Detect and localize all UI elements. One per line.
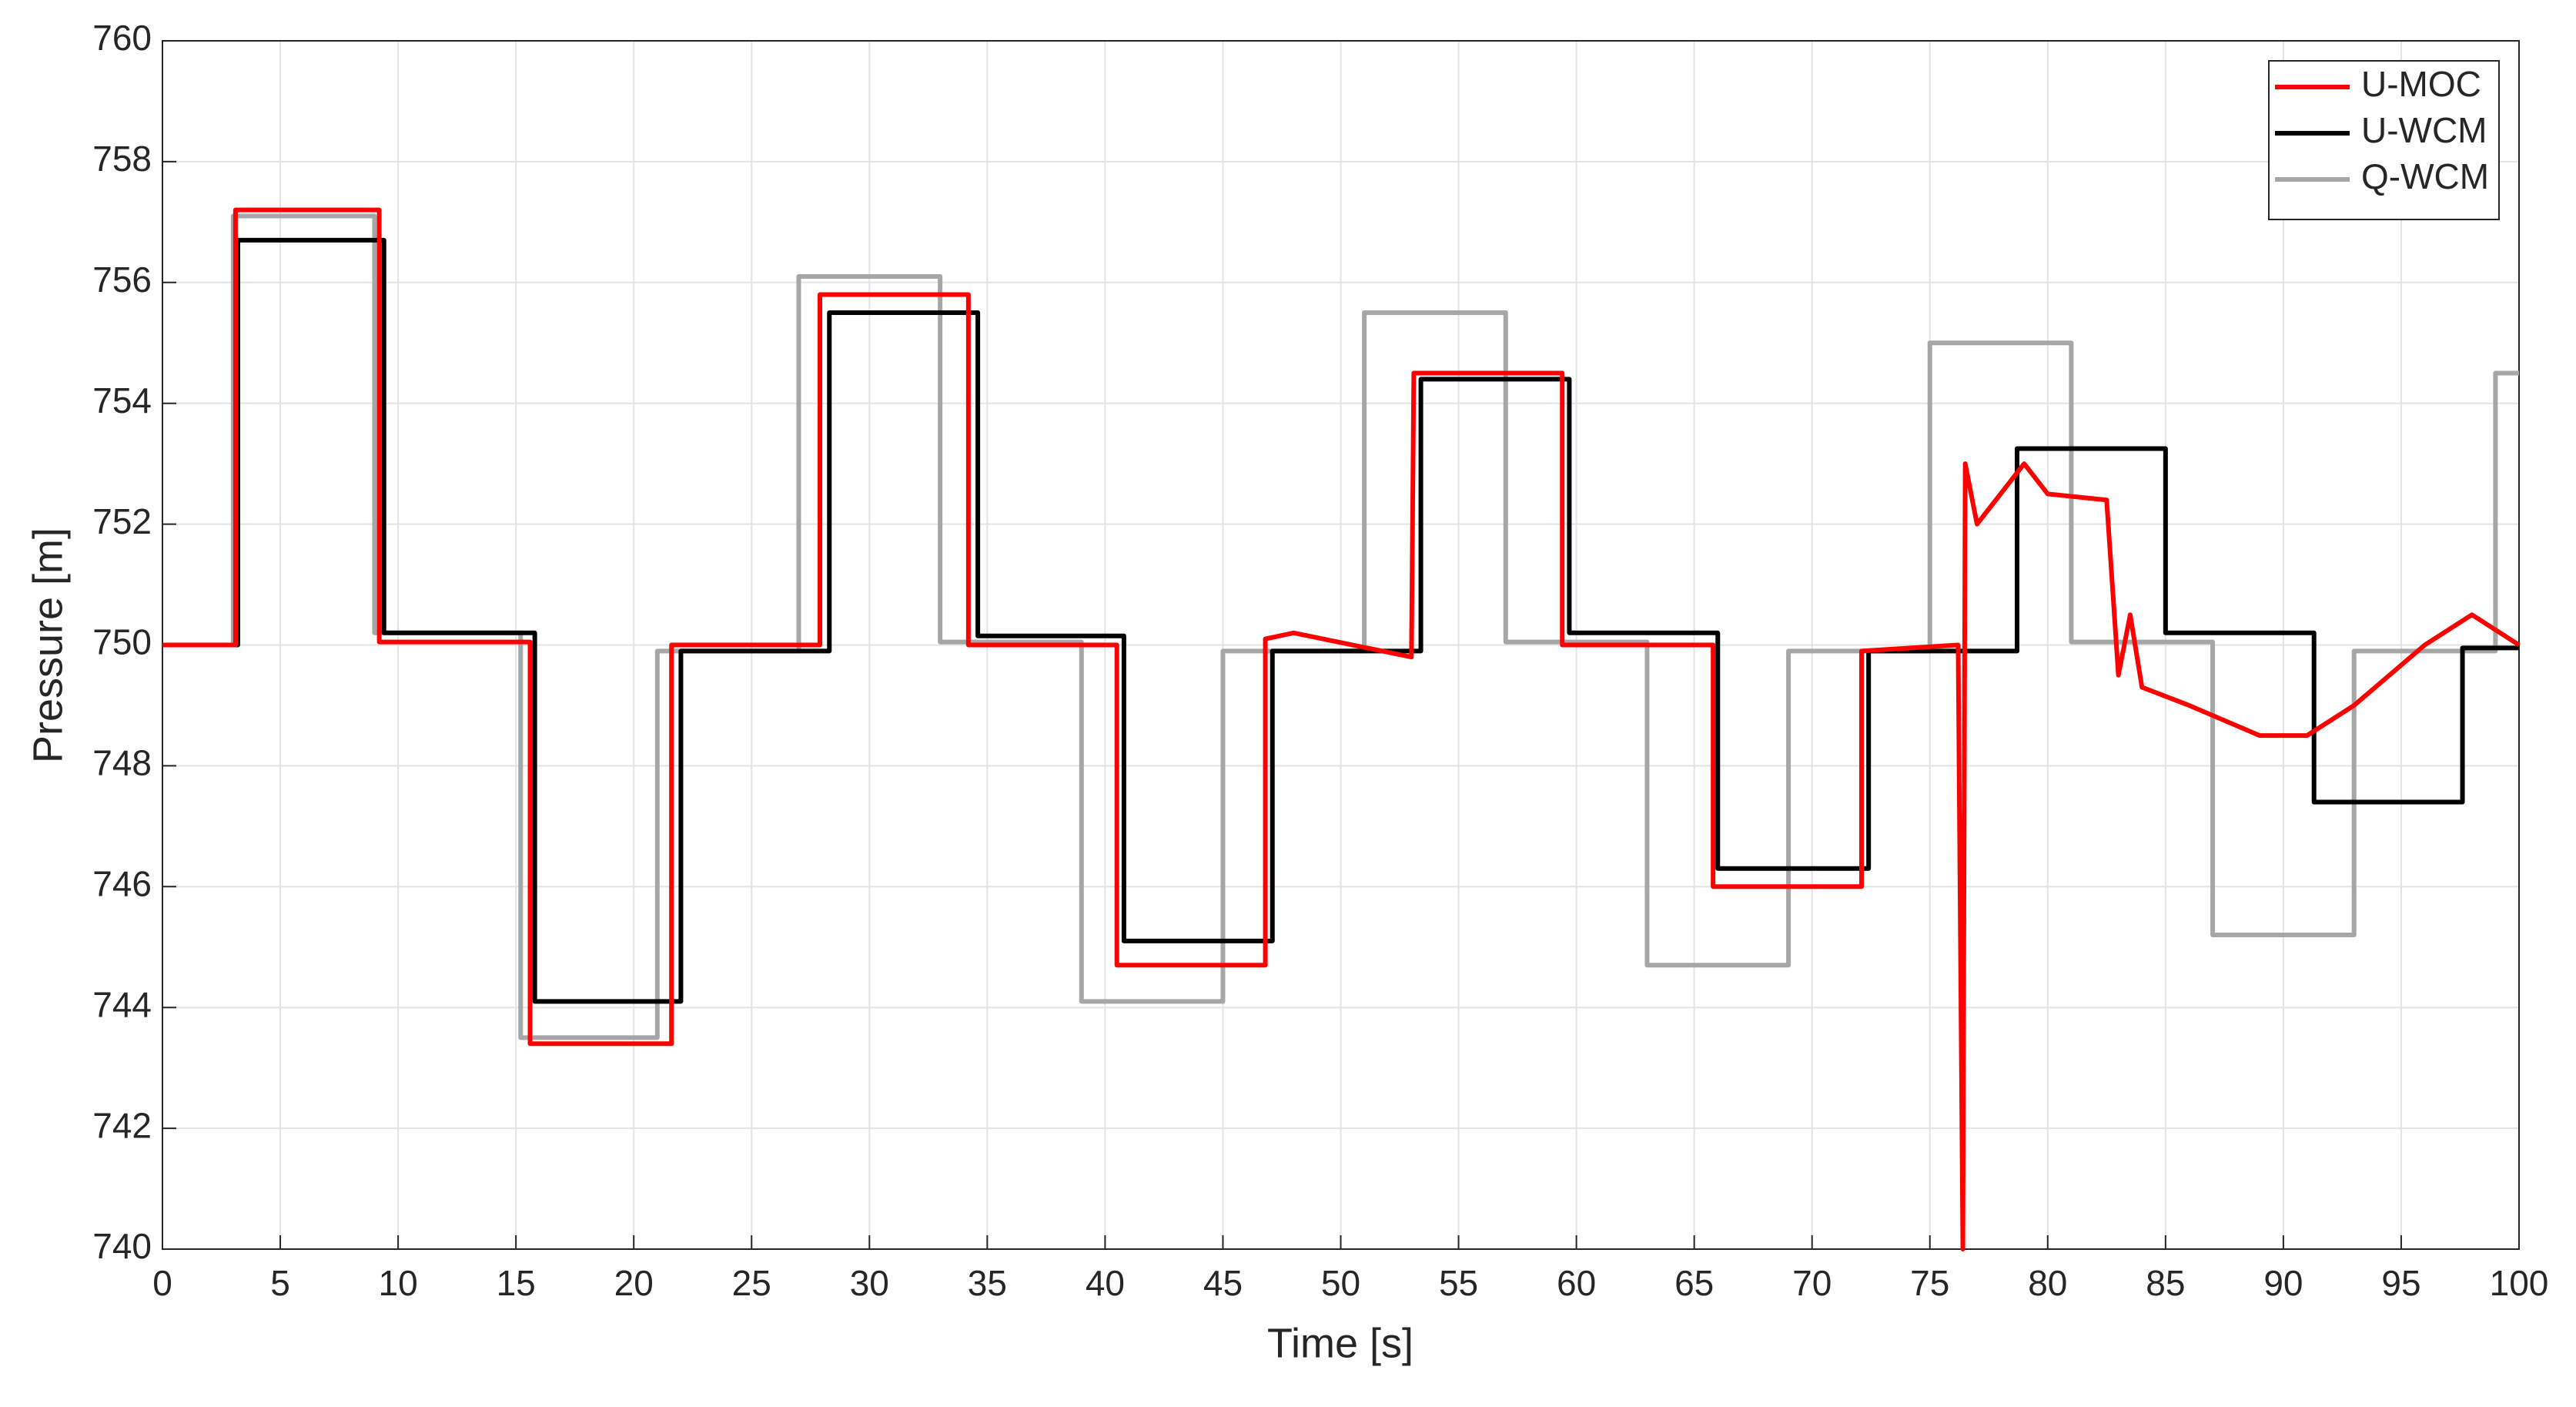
x-tick-label: 95	[2381, 1263, 2420, 1303]
x-tick-label: 35	[968, 1263, 1007, 1303]
series-line	[162, 207, 2521, 1251]
x-tick-label: 45	[1203, 1263, 1243, 1303]
x-tick-label: 50	[1321, 1263, 1360, 1303]
y-tick-label: 740	[92, 1226, 152, 1266]
series-line	[162, 237, 2519, 1004]
x-axis-label: Time [s]	[1267, 1320, 1413, 1366]
y-tick-label: 756	[92, 260, 152, 300]
y-axis-label: Pressure [m]	[25, 528, 71, 763]
y-tick-label: 760	[92, 18, 152, 58]
y-tick-label: 748	[92, 743, 152, 783]
x-tick-label: 15	[497, 1263, 536, 1303]
x-tick-label: 90	[2263, 1263, 2303, 1303]
x-tick-label: 5	[270, 1263, 290, 1303]
x-tick-label: 65	[1674, 1263, 1714, 1303]
x-tick-label: 25	[732, 1263, 771, 1303]
x-tick-label: 10	[379, 1263, 418, 1303]
x-tick-label: 40	[1086, 1263, 1125, 1303]
x-tick-label: 80	[2028, 1263, 2067, 1303]
x-tick-label: 0	[152, 1263, 172, 1303]
x-tick-label: 100	[2490, 1263, 2549, 1303]
series-line	[162, 213, 2519, 1040]
legend-label: U-WCM	[2361, 110, 2487, 150]
y-tick-label: 752	[92, 501, 152, 541]
legend-label: U-MOC	[2361, 64, 2481, 104]
x-tick-label: 70	[1792, 1263, 1832, 1303]
legend: U-MOC U-WCM Q-WCM	[2268, 60, 2500, 220]
y-tick-label: 742	[92, 1105, 152, 1145]
y-tick-label: 744	[92, 984, 152, 1024]
x-tick-label: 75	[1910, 1263, 1949, 1303]
x-tick-label: 20	[614, 1263, 654, 1303]
x-tick-label: 85	[2146, 1263, 2185, 1303]
y-tick-label: 758	[92, 139, 152, 179]
x-tick-label: 55	[1439, 1263, 1478, 1303]
legend-label: Q-WCM	[2361, 156, 2489, 196]
x-tick-label: 30	[850, 1263, 889, 1303]
x-tick-label: 60	[1557, 1263, 1596, 1303]
y-tick-label: 750	[92, 622, 152, 662]
y-tick-label: 746	[92, 863, 152, 903]
y-tick-label: 754	[92, 380, 152, 420]
